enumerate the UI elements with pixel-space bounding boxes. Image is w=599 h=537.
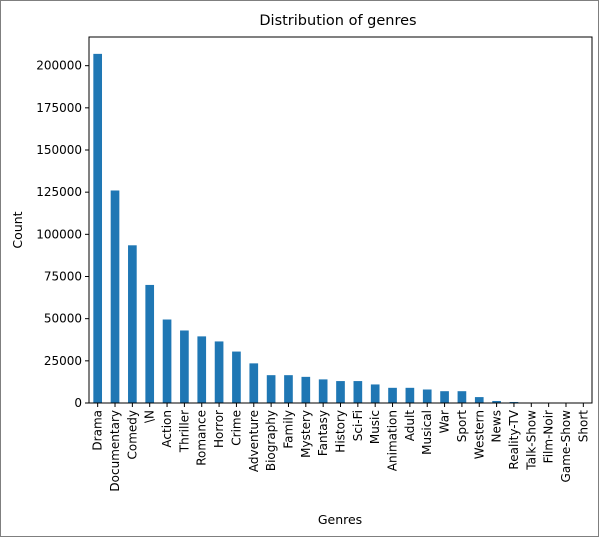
bar: [388, 387, 397, 403]
x-tick-label: Comedy: [125, 410, 139, 460]
bar: [492, 400, 501, 403]
bar: [318, 379, 328, 403]
bar: [422, 389, 432, 403]
x-tick-label: Music: [368, 410, 382, 444]
bar: [197, 336, 207, 403]
y-tick-label: 125000: [36, 185, 82, 199]
bar: [353, 381, 363, 403]
y-tick-label: 50000: [44, 312, 82, 326]
x-tick-label: Talk-Show: [524, 410, 538, 471]
y-axis: 0 25000 50000 75000 100000 125000 150000 175000…: [36, 59, 89, 410]
bar: [474, 397, 484, 403]
x-tick-label: \N: [143, 410, 157, 423]
y-tick-label: 100000: [36, 227, 82, 241]
x-tick-label: Drama: [91, 410, 105, 451]
x-tick-label: Action: [160, 410, 174, 448]
bar: [110, 190, 120, 403]
bar: [180, 330, 189, 403]
x-tick-label: Family: [281, 410, 295, 449]
bars-group: [93, 53, 588, 403]
x-tick-label: Sport: [455, 410, 469, 443]
bar: [370, 384, 380, 403]
bar: [162, 319, 172, 403]
x-tick-label: Adult: [403, 410, 417, 442]
bar: [214, 341, 224, 403]
bar: [93, 53, 103, 403]
y-tick-label: 0: [74, 396, 82, 410]
x-tick-label: Film-Noir: [542, 410, 556, 463]
x-tick-label: Mystery: [299, 410, 313, 458]
bar: [128, 245, 137, 403]
x-tick-label: Sci-Fi: [351, 410, 365, 441]
bar: [301, 376, 311, 403]
bar: [232, 351, 241, 403]
bar: [336, 381, 345, 403]
x-axis-label: Genres: [318, 512, 362, 527]
bar: [145, 284, 155, 403]
y-tick-label: 175000: [36, 101, 82, 115]
x-tick-label: Reality-TV: [507, 409, 521, 469]
x-tick-label: Romance: [195, 410, 209, 466]
x-tick-label: Short: [576, 410, 590, 442]
bar: [509, 401, 519, 403]
x-tick-label: Game-Show: [559, 410, 573, 483]
y-tick-label: 200000: [36, 59, 82, 73]
bar: [457, 391, 467, 403]
x-tick-label: Adventure: [247, 410, 261, 472]
x-tick-label: News: [490, 410, 504, 442]
bar: [249, 363, 259, 403]
chart-title: Distribution of genres: [259, 13, 416, 29]
x-tick-label: War: [438, 410, 452, 433]
x-axis: Drama Documentary Comedy \N Action Thriller Ro…: [91, 403, 590, 492]
x-tick-label: Thriller: [177, 410, 191, 453]
x-tick-label: Horror: [212, 410, 226, 448]
bar: [405, 387, 415, 403]
x-tick-label: Crime: [229, 410, 243, 446]
x-tick-label: Fantasy: [316, 410, 330, 456]
x-tick-label: Musical: [420, 410, 434, 455]
y-tick-label: 75000: [44, 270, 82, 284]
bar: [284, 375, 293, 403]
x-tick-label: Biography: [264, 410, 278, 471]
plot-frame: [88, 36, 593, 404]
y-tick-label: 150000: [36, 143, 82, 157]
x-tick-label: Animation: [386, 410, 400, 471]
x-tick-label: History: [334, 410, 348, 453]
x-tick-label: Western: [472, 410, 486, 459]
y-axis-label: Count: [10, 211, 25, 248]
bar: [440, 391, 449, 403]
y-tick-label: 25000: [44, 354, 82, 368]
bar: [266, 375, 276, 403]
x-tick-label: Documentary: [108, 410, 122, 492]
